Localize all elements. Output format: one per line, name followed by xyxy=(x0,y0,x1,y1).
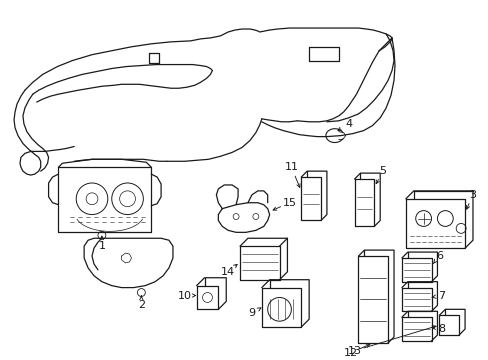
Text: 8: 8 xyxy=(437,324,444,334)
Text: 5: 5 xyxy=(379,166,386,176)
Text: 12: 12 xyxy=(343,348,357,358)
Text: 3: 3 xyxy=(468,190,475,200)
Text: 7: 7 xyxy=(437,291,444,301)
Text: 1: 1 xyxy=(98,241,105,251)
Text: 9: 9 xyxy=(248,308,255,318)
Text: 15: 15 xyxy=(282,198,296,208)
Text: 11: 11 xyxy=(284,162,298,172)
Text: 13: 13 xyxy=(347,346,361,356)
Text: 10: 10 xyxy=(178,291,191,301)
Text: 6: 6 xyxy=(435,251,442,261)
Text: 4: 4 xyxy=(345,119,351,129)
Text: 14: 14 xyxy=(221,267,235,277)
Text: 2: 2 xyxy=(138,300,144,310)
